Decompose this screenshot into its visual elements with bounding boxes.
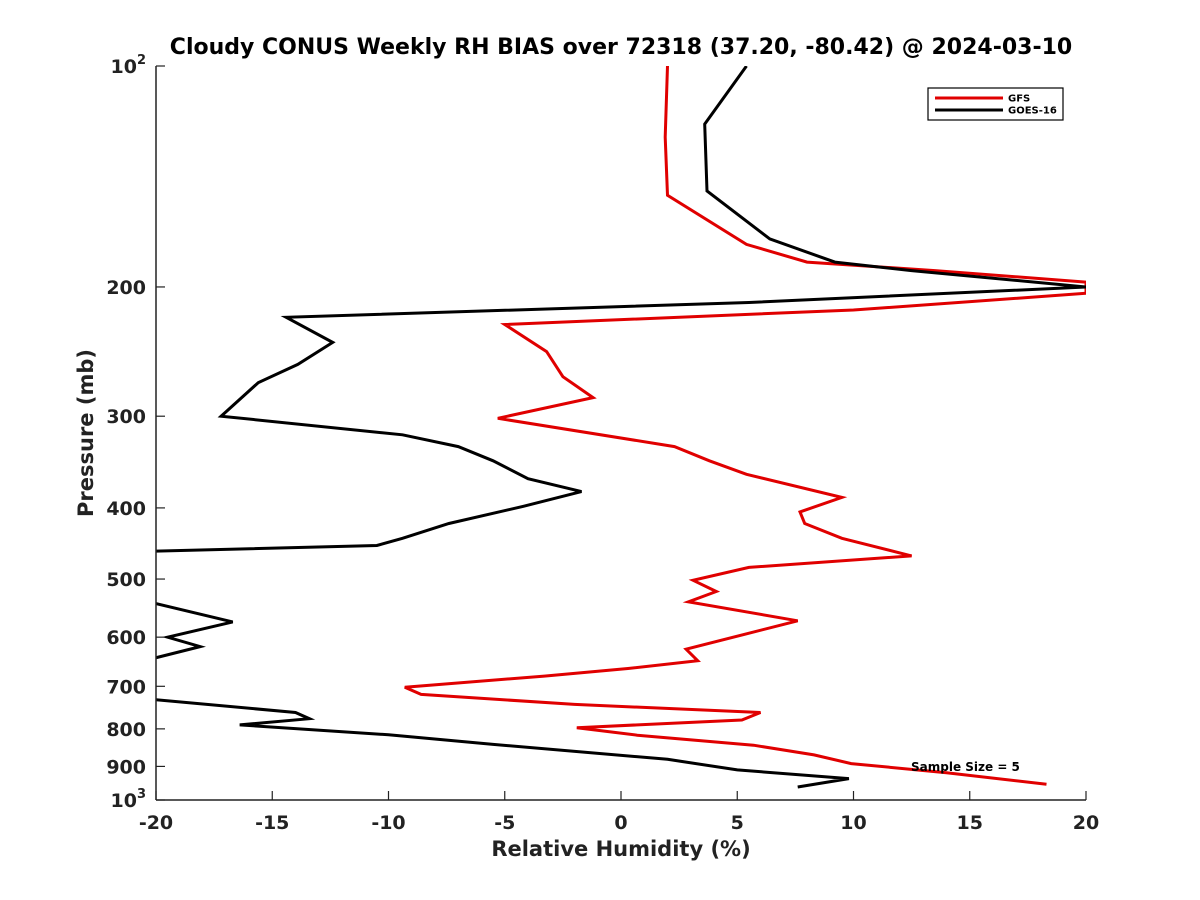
chart-title: Cloudy CONUS Weekly RH BIAS over 72318 (… [170,35,1072,60]
x-axis-label: Relative Humidity (%) [491,837,750,861]
x-tick-label: -5 [494,812,515,834]
y-tick-label: 700 [106,676,146,698]
x-tick-label: 15 [957,812,983,834]
x-tick-label: -10 [371,812,405,834]
y-axis-label: Pressure (mb) [74,349,98,517]
y-tick-label: 600 [106,627,146,649]
series-line-gfs [404,66,1086,786]
y-tick-label: 500 [106,569,146,591]
y-tick-label: 800 [106,719,146,741]
legend-label-gfs: GFS [1008,94,1030,105]
y-tick-label: 300 [106,406,146,428]
legend-box [927,87,1064,121]
y-tick-label: 103 [111,787,147,812]
y-tick-label: 400 [106,498,146,520]
series-line-goes-16 [156,66,1086,789]
x-tick-label: 20 [1073,812,1099,834]
sample-size-annotation: Sample Size = 5 [911,760,1020,774]
x-tick-label: 5 [731,812,744,834]
x-tick-label: 10 [840,812,866,834]
x-tick-label: -20 [139,812,173,834]
x-tick-label: -15 [255,812,289,834]
y-tick-label: 900 [106,756,146,778]
y-tick-label: 200 [106,277,146,299]
legend-label-goes-16: GOES-16 [1008,106,1057,117]
x-tick-label: 0 [614,812,627,834]
y-tick-label: 102 [111,53,147,78]
